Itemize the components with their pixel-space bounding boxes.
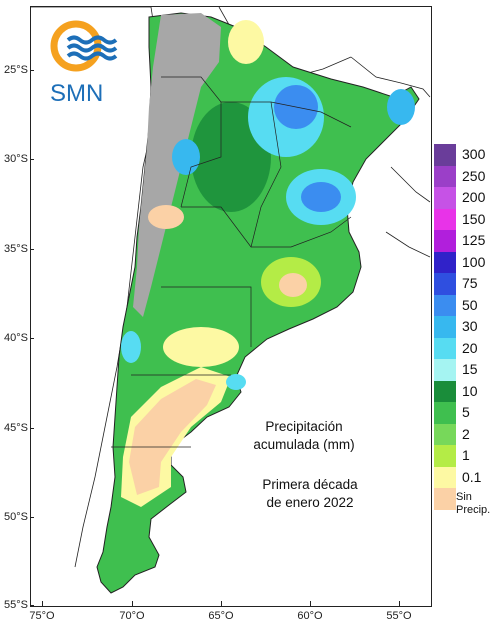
legend-label: 0.1 — [462, 468, 482, 485]
lat-label: 35°S — [4, 243, 28, 255]
lat-tick — [30, 159, 34, 160]
province-boundaries — [111, 76, 352, 448]
legend-label: 50 — [462, 296, 478, 313]
lat-label: 40°S — [4, 332, 28, 344]
lon-label: 65°O — [208, 610, 234, 622]
lon-tick — [42, 601, 43, 606]
legend-swatch — [434, 273, 456, 295]
annotation-line: Precipitación — [265, 419, 343, 434]
legend-label: Sin Precip. — [456, 491, 490, 517]
legend-label: 75 — [462, 275, 478, 291]
lat-tick — [30, 249, 34, 250]
lat-tick — [30, 338, 34, 339]
legend-swatch — [434, 294, 456, 316]
legend-label: 5 — [462, 404, 470, 420]
lat-label: 45°S — [4, 422, 28, 434]
legend-swatch — [434, 466, 456, 488]
lon-tick — [310, 601, 311, 606]
legend-label-line: Precip. — [456, 504, 491, 516]
legend-swatch — [434, 251, 456, 273]
legend-swatch — [434, 488, 456, 510]
lon-tick — [399, 601, 400, 606]
lon-tick — [221, 601, 222, 606]
precipitation-field — [121, 20, 415, 507]
lat-tick — [30, 517, 34, 518]
legend-label: 15 — [462, 361, 478, 377]
lat-label: 50°S — [4, 511, 28, 523]
lat-label: 55°S — [4, 599, 28, 611]
map-description: Precipitación acumulada (mm) — [204, 418, 404, 454]
lat-label: 30°S — [4, 153, 28, 165]
legend-label: 10 — [462, 382, 478, 399]
lon-label: 70°O — [119, 610, 145, 622]
logo-text: SMN — [50, 80, 104, 107]
legend-swatch — [434, 337, 456, 359]
legend-swatch — [434, 165, 456, 187]
legend-label: 150 — [462, 210, 486, 227]
legend-label: 1 — [462, 447, 470, 463]
lon-label: 60°O — [297, 610, 323, 622]
legend-label: 2 — [462, 425, 470, 442]
legend-swatch — [434, 380, 456, 402]
legend-label: 30 — [462, 318, 478, 334]
legend-swatch — [434, 208, 456, 230]
lon-tick — [132, 601, 133, 606]
legend-label: 200 — [462, 189, 486, 205]
legend-label: 100 — [462, 253, 486, 270]
legend-swatch — [434, 359, 456, 381]
annotation-line: Primera década — [262, 477, 358, 492]
map-period: Primera década de enero 2022 — [210, 476, 410, 512]
precipitation-map — [30, 6, 432, 607]
lat-tick — [30, 428, 34, 429]
legend-label-line: Sin — [456, 491, 472, 503]
legend-swatch — [434, 445, 456, 467]
legend-swatch — [434, 402, 456, 424]
legend-label: 250 — [462, 167, 486, 184]
lon-label: 55°O — [386, 610, 412, 622]
smn-logo-icon — [50, 20, 118, 72]
legend-swatch — [434, 187, 456, 209]
legend-label: 300 — [462, 146, 486, 162]
legend-swatch — [434, 316, 456, 338]
annotation-line: acumulada (mm) — [253, 437, 355, 452]
lat-label: 25°S — [4, 64, 28, 76]
lon-label: 75°O — [29, 610, 55, 622]
lat-tick — [30, 70, 34, 71]
annotation-line: de enero 2022 — [266, 495, 354, 510]
legend-label: 20 — [462, 339, 478, 356]
legend-swatch — [434, 144, 456, 166]
map-canvas — [31, 7, 431, 594]
legend-swatch — [434, 230, 456, 252]
lat-tick — [30, 605, 34, 606]
legend-swatch — [434, 423, 456, 445]
legend-label: 125 — [462, 232, 486, 248]
